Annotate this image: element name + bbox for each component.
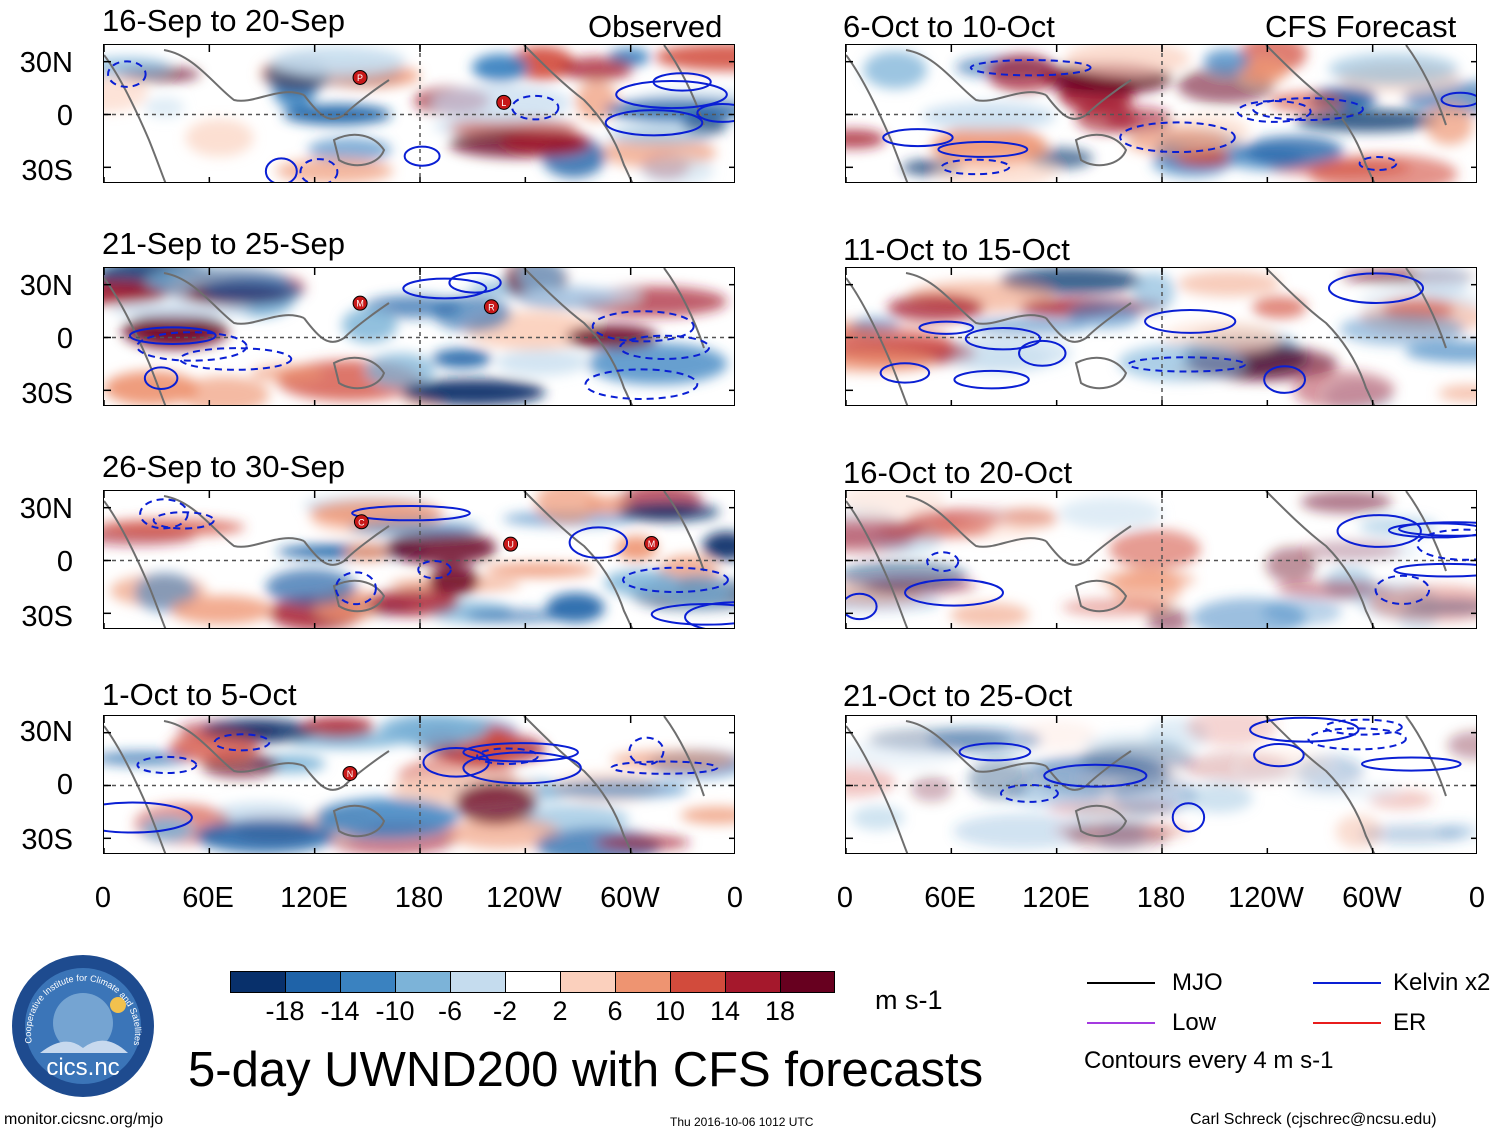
y-tick-label: 0 xyxy=(56,546,73,578)
colorbar-tick-label: -10 xyxy=(375,996,415,1026)
storm-marker: L xyxy=(496,94,512,110)
colorbar-tick-label: -2 xyxy=(492,996,518,1026)
storm-marker: N xyxy=(342,765,358,781)
x-tick-label: 0 xyxy=(1468,882,1486,914)
colorbar-tick-label: -14 xyxy=(320,996,360,1026)
x-tick-label: 180 xyxy=(1136,882,1186,914)
panel-title: 16-Oct to 20-Oct xyxy=(843,455,1073,490)
colorbar-tick-label: 18 xyxy=(764,996,796,1026)
storm-marker: C xyxy=(353,514,369,530)
y-tick-label: 30N xyxy=(19,493,73,525)
x-tick-label: 60E xyxy=(182,882,234,914)
legend-label-kelvin: Kelvin x2 xyxy=(1393,969,1491,996)
x-tick-label: 120W xyxy=(1228,882,1304,914)
x-tick-label: 60W xyxy=(1342,882,1402,914)
colorbar-swatch xyxy=(560,971,615,993)
footer-timestamp: Thu 2016-10-06 1012 UTC xyxy=(670,1115,814,1129)
x-tick-label: 0 xyxy=(836,882,854,914)
y-tick-label: 0 xyxy=(56,323,73,355)
map-panel: C U M xyxy=(103,490,735,629)
y-tick-label: 0 xyxy=(56,769,73,801)
chart-title: 5-day UWND200 with CFS forecasts xyxy=(188,1043,984,1097)
colorbar-swatch xyxy=(450,971,505,993)
y-tick-label: 30N xyxy=(19,47,73,79)
legend-line-mjo xyxy=(1087,982,1155,984)
footer-author: Carl Schreck (cjschrec@ncsu.edu) xyxy=(1190,1111,1437,1128)
map-panel xyxy=(845,715,1477,854)
observed-label: Observed xyxy=(588,9,723,44)
cfs-forecast-label: CFS Forecast xyxy=(1265,9,1457,44)
x-tick-label: 60W xyxy=(600,882,660,914)
svg-text:N: N xyxy=(347,769,354,779)
legend-label-mjo: MJO xyxy=(1172,969,1223,996)
svg-text:U: U xyxy=(507,540,514,550)
y-tick-label: 30S xyxy=(21,824,73,856)
panel-title: 21-Sep to 25-Sep xyxy=(102,226,346,261)
legend-label-low: Low xyxy=(1172,1009,1217,1036)
x-tick-label: 120E xyxy=(280,882,348,914)
storm-marker: M xyxy=(352,295,368,311)
legend-line-low xyxy=(1087,1022,1155,1024)
colorbar-swatch xyxy=(505,971,560,993)
panel-title: 11-Oct to 15-Oct xyxy=(843,232,1070,267)
panel-title: 21-Oct to 25-Oct xyxy=(843,678,1073,713)
svg-text:R: R xyxy=(488,302,495,312)
colorbar-tick-label: 2 xyxy=(552,996,568,1026)
map-panel: N xyxy=(103,715,735,854)
storm-marker: U xyxy=(503,536,519,552)
colorbar-swatch xyxy=(285,971,340,993)
x-tick-label: 0 xyxy=(94,882,112,914)
storm-marker: M xyxy=(644,536,660,552)
colorbar-units: m s-1 xyxy=(875,985,943,1015)
colorbar-swatch xyxy=(230,971,285,993)
legend-line-kelvin xyxy=(1313,982,1381,984)
colorbar-swatch xyxy=(670,971,725,993)
x-tick-label: 0 xyxy=(726,882,744,914)
colorbar-tick-label: 6 xyxy=(607,996,623,1026)
colorbar-tick-label: 10 xyxy=(654,996,686,1026)
colorbar-tick-label: 14 xyxy=(709,996,741,1026)
x-tick-label: 120W xyxy=(486,882,562,914)
storm-marker: P xyxy=(352,69,368,85)
contour-note: Contours every 4 m s-1 xyxy=(1084,1047,1334,1074)
map-panel xyxy=(845,44,1477,183)
cics-logo: Cooperative Institute for Climate and Sa… xyxy=(10,953,156,1099)
svg-text:P: P xyxy=(357,73,363,83)
y-tick-label: 30N xyxy=(19,716,73,748)
colorbar-swatch xyxy=(615,971,670,993)
y-tick-label: 0 xyxy=(56,100,73,132)
colorbar-tick-label: -18 xyxy=(265,996,305,1026)
svg-text:L: L xyxy=(501,98,506,108)
panel-title: 26-Sep to 30-Sep xyxy=(102,449,346,484)
y-tick-label: 30N xyxy=(19,270,73,302)
map-panel xyxy=(845,267,1477,406)
y-tick-label: 30S xyxy=(21,378,73,410)
storm-marker: R xyxy=(483,299,499,315)
svg-text:C: C xyxy=(358,517,365,527)
x-tick-label: 60E xyxy=(924,882,976,914)
colorbar-tick-label: -6 xyxy=(437,996,463,1026)
x-tick-label: 120E xyxy=(1022,882,1090,914)
colorbar-swatch xyxy=(340,971,395,993)
x-tick-label: 180 xyxy=(394,882,444,914)
colorbar-swatch xyxy=(725,971,780,993)
map-panel xyxy=(845,490,1477,629)
y-tick-label: 30S xyxy=(21,155,73,187)
legend-line-er xyxy=(1313,1022,1381,1024)
svg-text:M: M xyxy=(356,299,364,309)
panel-title: 6-Oct to 10-Oct xyxy=(843,9,1055,44)
colorbar-swatch xyxy=(395,971,450,993)
legend-label-er: ER xyxy=(1393,1009,1427,1036)
footer-url: monitor.cicsnc.org/mjo xyxy=(4,1111,164,1128)
colorbar-swatch xyxy=(780,971,835,993)
panel-title: 1-Oct to 5-Oct xyxy=(102,677,297,712)
panel-title: 16-Sep to 20-Sep xyxy=(102,3,346,38)
y-tick-label: 30S xyxy=(21,601,73,633)
logo-text: cics.nc xyxy=(46,1054,119,1081)
svg-text:M: M xyxy=(648,539,656,549)
